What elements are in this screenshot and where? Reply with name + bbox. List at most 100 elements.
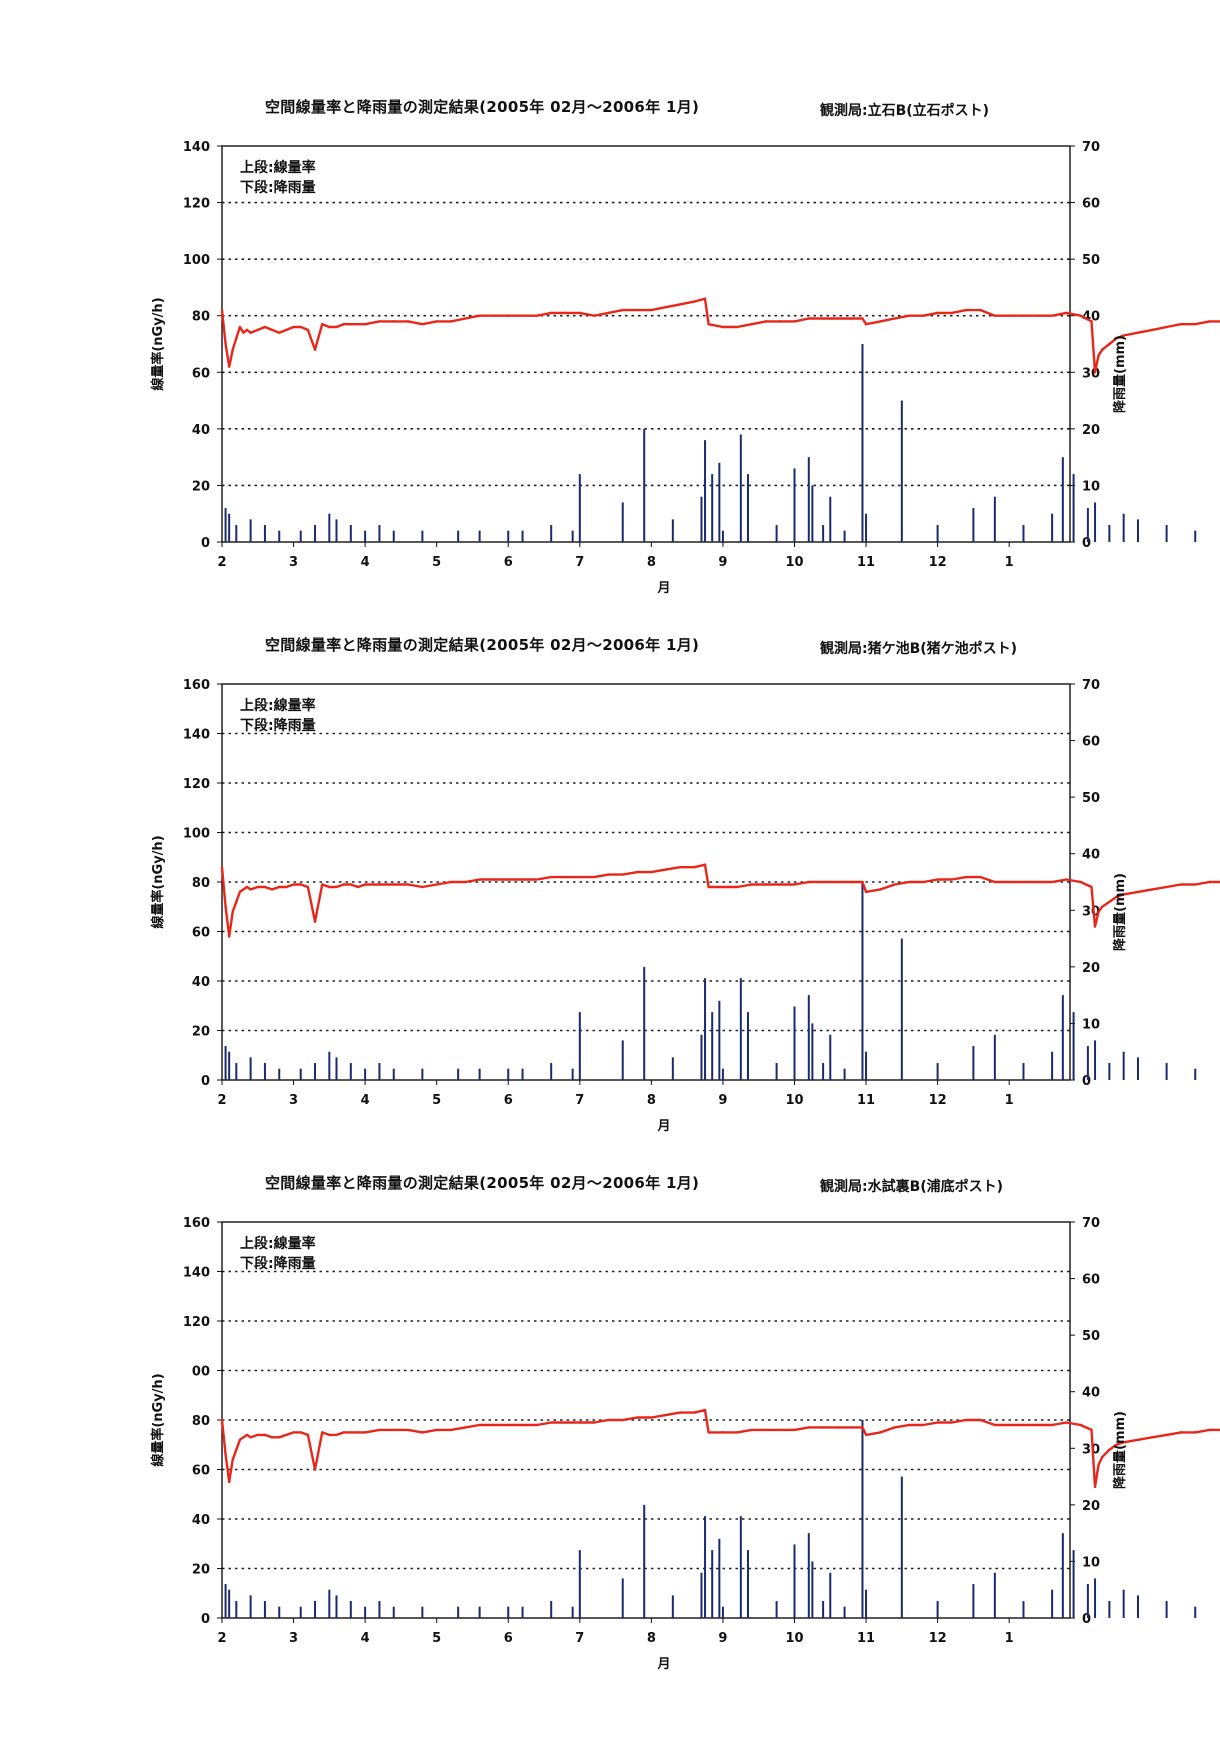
dose-rate-point [224,342,227,346]
dose-rate-point [736,885,739,889]
x-tick-label: 12 [929,555,947,570]
dose-rate-point [721,325,725,329]
dose-rate-point [238,890,242,894]
y2-tick-label: 60 [1082,197,1100,212]
dose-rate-point [793,1428,796,1432]
rain-bar [671,519,674,542]
dose-rate-point [707,1431,710,1434]
dose-rate-point [1090,320,1093,323]
dose-rate-point [1208,320,1211,323]
rain-bar [507,1068,510,1080]
y-axis-label: 線量率(nGy/h) [150,835,166,928]
plot-frame [221,683,1071,1081]
rain-bar [718,1000,721,1080]
y2-tick-label: 40 [1082,848,1100,863]
legend-lower: 下段:降雨量 [240,1255,316,1272]
dose-rate-point [242,1436,245,1439]
dose-rate-point [879,320,882,323]
x-axis-label: 月 [656,581,670,596]
dose-rate-point [464,317,467,320]
dose-rate-point [242,888,245,891]
dose-rate-point [965,308,968,312]
rain-bar [1094,1578,1097,1618]
dose-rate-point [678,303,682,306]
dose-rate-point [464,1426,467,1429]
rain-bar [278,530,281,542]
dose-rate-point [1050,880,1054,884]
dose-rate-point [335,325,338,329]
dose-rate-point [621,308,624,312]
rain-bar [865,1051,868,1080]
rain-bar [1086,508,1089,542]
dose-rate-point [227,365,231,368]
rain-bar [335,1057,338,1080]
dose-rate-point [864,323,868,326]
rain-bar [1136,519,1139,542]
rain-bar [700,1034,703,1080]
dose-rate-point [922,1423,925,1427]
y2-tick-label: 20 [1082,1499,1100,1514]
x-tick-label: 11 [857,555,875,570]
y2-axis-label: 降雨量(mm) [1112,873,1128,951]
x-tick-label: 11 [857,1093,875,1108]
dose-rate-point [1093,925,1097,928]
dose-rate-point [224,905,227,908]
dose-rate-point [249,331,252,334]
dose-rate-point [678,865,682,869]
rain-bar [457,1606,460,1618]
x-tick-label: 1 [1005,1093,1014,1108]
dose-rate-point [224,1453,227,1456]
rain-bar [314,525,317,542]
rain-bar [829,1034,832,1080]
y-axis-label: 線量率(nGy/h) [150,1373,166,1466]
x-tick-label: 1 [1005,1631,1014,1646]
x-tick-label: 4 [361,1093,370,1108]
dose-rate-point [1208,880,1211,884]
dose-rate-point [1050,314,1054,317]
dose-rate-point [1122,1441,1125,1444]
x-tick-label: 9 [718,1631,727,1646]
dose-rate-point [313,348,317,351]
rain-bar [671,1057,674,1080]
dose-rate-point [1101,348,1104,351]
rain-bar [349,525,352,542]
rain-bar [704,1516,707,1618]
dose-rate-point [621,873,624,876]
chart-svg: 0 20 40 60 80 100 120 140 0 10 20 30 40 50 60 70 2 3 4 5 6 7 8… [150,140,1220,596]
dose-rate-point [764,1428,768,1432]
x-tick-label: 7 [575,1093,584,1108]
dose-rate-point [993,314,997,317]
rain-bar [793,1006,796,1080]
dose-rate-point [650,1416,653,1419]
rain-bar [1051,1589,1054,1618]
y2-tick-label: 50 [1082,791,1100,806]
dose-rate-point [299,325,302,329]
rain-bar [314,1063,317,1080]
x-tick-label: 10 [785,1631,803,1646]
dose-rate-point [592,1421,596,1424]
x-tick-label: 2 [217,555,226,570]
dose-rate-point [299,1431,302,1434]
dose-rate-point [349,883,353,886]
dose-rate-point [242,331,245,334]
rain-bar [1051,513,1054,542]
y-tick-label: 160 [183,678,210,693]
x-tick-label: 7 [575,555,584,570]
dose-rate-point [220,308,224,312]
dose-rate-point [263,325,267,329]
rain-bar [993,496,996,542]
rain-bar [421,1606,424,1618]
dose-rate-point [1101,905,1104,908]
y-tick-label: 80 [192,876,210,891]
dose-rate-point [1090,1428,1093,1432]
y2-tick-label: 20 [1082,423,1100,438]
rain-bar [746,474,749,542]
y-tick-label: 0 [201,1074,210,1089]
y-tick-label: 140 [183,1266,210,1281]
y-tick-label: 60 [192,366,210,381]
rain-bar [993,1034,996,1080]
x-tick-label: 2 [217,1631,226,1646]
dose-rate-point [821,317,825,320]
dose-rate-point [1065,1421,1068,1424]
rain-bar [746,1012,749,1080]
